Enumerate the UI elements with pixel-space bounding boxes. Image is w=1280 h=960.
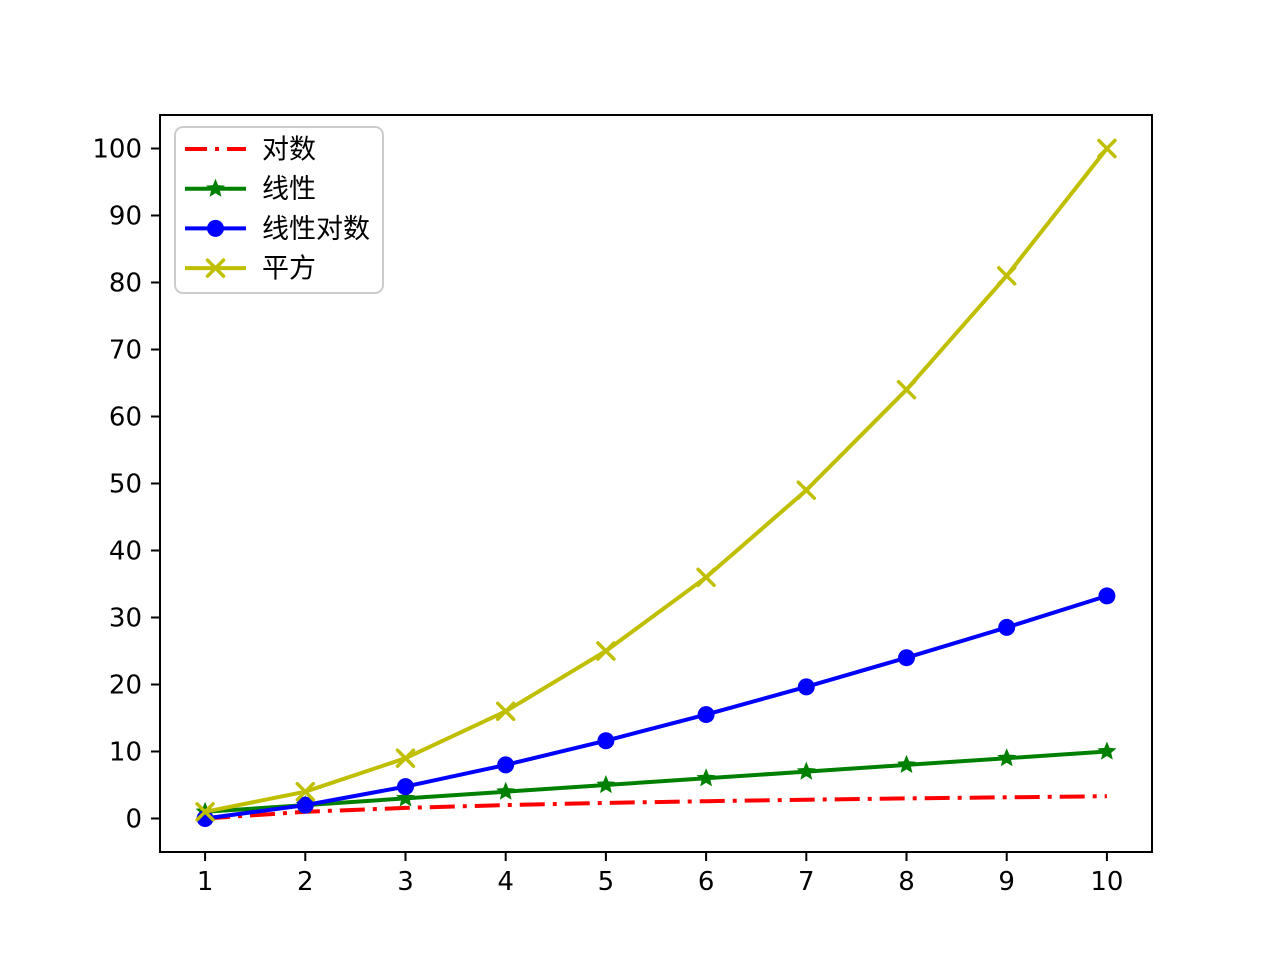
y-tick-label: 40 (109, 537, 142, 567)
series-2-marker (296, 796, 314, 814)
legend-label: 对数 (262, 135, 316, 166)
series-1-marker (596, 775, 616, 794)
legend-label: 平方 (262, 254, 316, 285)
x-tick-label: 6 (698, 867, 715, 897)
series-1-marker (696, 768, 716, 787)
x-tick-label: 9 (998, 867, 1015, 897)
legend-label: 线性对数 (262, 214, 370, 245)
series-line-1 (204, 749, 1108, 814)
series-1-marker (496, 781, 516, 800)
series-line-3 (204, 147, 1109, 814)
series-2-marker (697, 706, 715, 724)
series-2-marker (797, 678, 815, 696)
series-3-marker (696, 567, 716, 588)
y-tick-label: 100 (92, 135, 142, 165)
x-tick-label: 4 (497, 867, 514, 897)
series-2-marker (497, 756, 515, 774)
series-2-marker (1098, 587, 1116, 605)
legend-marker-x-icon (205, 258, 226, 278)
series-1-marker (997, 748, 1017, 767)
y-tick-label: 0 (125, 805, 142, 835)
y-tick-label: 50 (109, 470, 142, 500)
x-tick-label: 7 (798, 867, 815, 897)
x-tick-label: 10 (1090, 867, 1123, 897)
y-tick-label: 10 (109, 738, 142, 768)
y-tick-label: 90 (109, 202, 142, 232)
series-3-marker (896, 379, 917, 400)
x-tick-label: 2 (297, 867, 314, 897)
series-3-marker (295, 781, 316, 802)
series-1-marker (897, 754, 916, 773)
legend-label: 线性 (262, 174, 316, 205)
x-tick-label: 3 (397, 867, 414, 897)
series-2-marker (998, 618, 1016, 636)
series-3-marker (596, 641, 616, 661)
series-3-marker (195, 802, 215, 822)
series-line-2 (204, 593, 1108, 821)
series-3-marker (495, 701, 516, 722)
series-3-marker (1097, 138, 1117, 159)
y-tick-label: 30 (109, 604, 142, 634)
x-tick-label: 8 (898, 867, 915, 897)
x-tick-label: 1 (197, 867, 214, 897)
x-tick-label: 5 (598, 867, 615, 897)
series-1-marker (796, 761, 816, 780)
series-2-marker (597, 732, 615, 750)
y-tick-label: 80 (109, 269, 142, 299)
y-tick-label: 20 (109, 671, 142, 701)
legend-box (174, 126, 384, 294)
series-1-marker (1097, 741, 1117, 760)
series-3-marker (796, 480, 817, 500)
series-3-marker (996, 266, 1017, 286)
series-line-0 (204, 794, 1107, 821)
series-1-marker (396, 788, 415, 807)
legend-marker-circle-icon (207, 219, 224, 237)
y-tick-label: 70 (109, 336, 142, 366)
series-2-marker (396, 778, 414, 796)
legend-marker-star-icon (206, 178, 225, 197)
series-3-marker (395, 748, 416, 768)
y-tick-label: 60 (109, 403, 142, 433)
series-2-marker (898, 649, 916, 667)
